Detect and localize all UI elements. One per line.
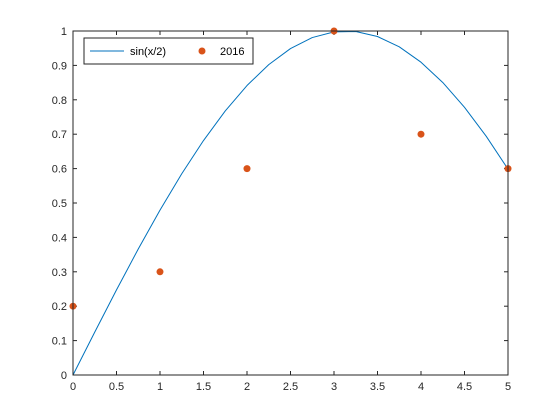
x-tick-label: 0 [70,381,76,393]
y-tick-label: 0.5 [52,198,67,210]
x-tick-label: 1 [157,381,163,393]
x-tick-label: 4 [418,381,424,393]
x-tick-label: 2 [244,381,250,393]
x-tick-label: 2.5 [283,381,298,393]
y-tick-label: 0.1 [52,336,67,348]
y-tick-label: 1 [61,26,67,38]
legend-label-2016: 2016 [220,46,244,58]
axes-box [72,30,509,376]
x-tick-label: 3 [331,381,337,393]
legend-label-sin: sin(x/2) [130,46,166,58]
y-tick-label: 0.2 [52,301,67,313]
legend-marker-swatch [198,47,206,55]
y-tick-label: 0.9 [52,60,67,72]
x-tick-label: 3.5 [370,381,385,393]
x-tick-label: 4.5 [457,381,472,393]
data-point-2016 [243,165,251,173]
legend[interactable]: sin(x/2) 2016 [83,37,254,65]
x-tick-label: 0.5 [109,381,124,393]
x-tick-label: 1.5 [196,381,211,393]
series-layer [69,27,512,376]
x-axis-ticks: 0 0.5 1 1.5 2 2.5 3 3.5 4 4.5 5 [70,31,511,393]
data-point-2016 [156,268,164,276]
y-tick-label: 0.4 [52,232,67,244]
series-line-sin [72,31,509,376]
y-tick-label: 0 [61,370,67,382]
data-point-2016 [417,130,425,138]
y-tick-label: 0.7 [52,129,67,141]
y-tick-label: 0.8 [52,95,67,107]
plot-area [73,31,508,375]
y-tick-label: 0.6 [52,164,67,176]
y-tick-label: 0.3 [52,267,67,279]
x-tick-label: 5 [505,381,511,393]
